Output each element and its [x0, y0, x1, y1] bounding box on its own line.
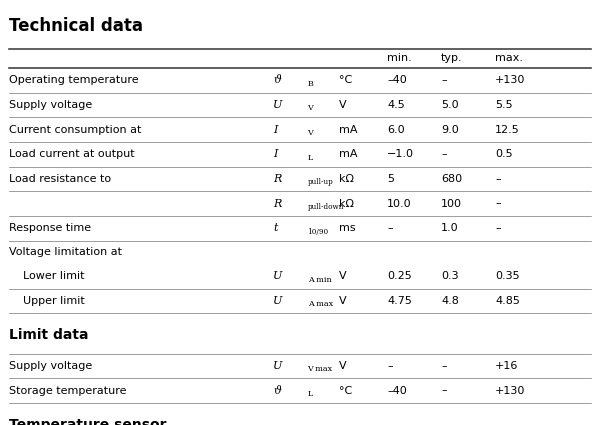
Text: Voltage limitation at: Voltage limitation at	[9, 247, 125, 257]
Text: A min: A min	[308, 276, 331, 283]
Text: 0.3: 0.3	[441, 271, 458, 281]
Text: °C: °C	[339, 75, 352, 85]
Text: U: U	[273, 296, 283, 306]
Text: 10/90: 10/90	[308, 228, 329, 235]
Text: –: –	[495, 223, 500, 233]
Text: –: –	[387, 361, 392, 371]
Text: L: L	[308, 154, 313, 162]
Text: min.: min.	[387, 54, 412, 63]
Text: –: –	[441, 385, 446, 396]
Text: Supply voltage: Supply voltage	[9, 100, 92, 110]
Text: Upper limit: Upper limit	[9, 296, 85, 306]
Text: Operating temperature: Operating temperature	[9, 75, 139, 85]
Text: I: I	[273, 149, 277, 159]
Text: L: L	[308, 390, 313, 398]
Text: Temperature sensor: Temperature sensor	[9, 418, 167, 425]
Text: max.: max.	[495, 54, 523, 63]
Text: Load resistance to: Load resistance to	[9, 174, 115, 184]
Text: V max: V max	[308, 366, 332, 373]
Text: I: I	[273, 125, 277, 135]
Text: V: V	[339, 361, 347, 371]
Text: Load current at output: Load current at output	[9, 149, 134, 159]
Text: °C: °C	[339, 385, 352, 396]
Text: t: t	[273, 223, 277, 233]
Text: pull-down: pull-down	[308, 203, 344, 211]
Text: +16: +16	[495, 361, 518, 371]
Text: R: R	[273, 174, 281, 184]
Text: V: V	[308, 129, 313, 137]
Text: –40: –40	[387, 385, 407, 396]
Text: –: –	[441, 149, 446, 159]
Text: 10.0: 10.0	[387, 198, 412, 209]
Text: U: U	[273, 361, 283, 371]
Text: U: U	[273, 100, 283, 110]
Text: ϑ: ϑ	[273, 385, 281, 396]
Text: 100: 100	[441, 198, 462, 209]
Text: U: U	[273, 271, 283, 281]
Text: ms: ms	[339, 223, 356, 233]
Text: 5.5: 5.5	[495, 100, 512, 110]
Text: 680: 680	[441, 174, 462, 184]
Text: 6.0: 6.0	[387, 125, 404, 135]
Text: V: V	[339, 271, 347, 281]
Text: 9.0: 9.0	[441, 125, 459, 135]
Text: ϑ: ϑ	[273, 75, 281, 85]
Text: typ.: typ.	[441, 54, 463, 63]
Text: 0.25: 0.25	[387, 271, 412, 281]
Text: −1.0: −1.0	[387, 149, 414, 159]
Text: pull-up: pull-up	[308, 178, 334, 186]
Text: mA: mA	[339, 149, 358, 159]
Text: V: V	[308, 105, 313, 112]
Text: 12.5: 12.5	[495, 125, 520, 135]
Text: 4.75: 4.75	[387, 296, 412, 306]
Text: –: –	[495, 198, 500, 209]
Text: B: B	[308, 80, 313, 88]
Text: 4.8: 4.8	[441, 296, 459, 306]
Text: Response time: Response time	[9, 223, 91, 233]
Text: Technical data: Technical data	[9, 17, 143, 35]
Text: 5: 5	[387, 174, 394, 184]
Text: V: V	[339, 296, 347, 306]
Text: +130: +130	[495, 75, 526, 85]
Text: mA: mA	[339, 125, 358, 135]
Text: Limit data: Limit data	[9, 328, 89, 342]
Text: 1.0: 1.0	[441, 223, 458, 233]
Text: –: –	[441, 361, 446, 371]
Text: –: –	[441, 75, 446, 85]
Text: kΩ: kΩ	[339, 198, 354, 209]
Text: R: R	[273, 198, 281, 209]
Text: –: –	[495, 174, 500, 184]
Text: 4.5: 4.5	[387, 100, 405, 110]
Text: –40: –40	[387, 75, 407, 85]
Text: A max: A max	[308, 300, 332, 308]
Text: Supply voltage: Supply voltage	[9, 361, 92, 371]
Text: Current consumption at: Current consumption at	[9, 125, 145, 135]
Text: 0.35: 0.35	[495, 271, 520, 281]
Text: V: V	[339, 100, 347, 110]
Text: kΩ: kΩ	[339, 174, 354, 184]
Text: +130: +130	[495, 385, 526, 396]
Text: 4.85: 4.85	[495, 296, 520, 306]
Text: Lower limit: Lower limit	[9, 271, 85, 281]
Text: 0.5: 0.5	[495, 149, 512, 159]
Text: 5.0: 5.0	[441, 100, 458, 110]
Text: Storage temperature: Storage temperature	[9, 385, 127, 396]
Text: –: –	[387, 223, 392, 233]
